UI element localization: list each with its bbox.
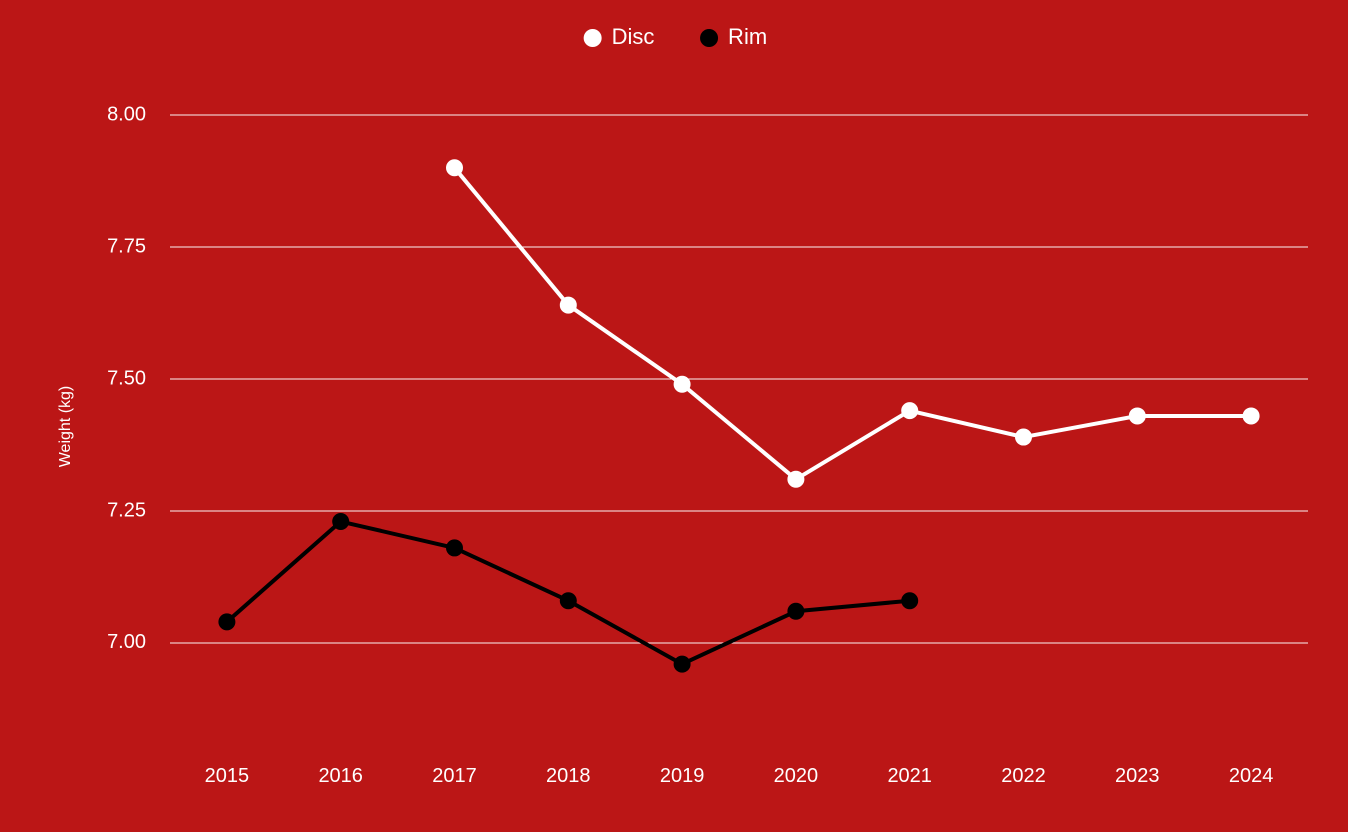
y-axis-label: Weight (kg)	[57, 386, 74, 468]
x-tick-label: 2021	[887, 765, 932, 787]
data-point-rim[interactable]	[788, 603, 804, 619]
data-point-rim[interactable]	[333, 514, 349, 530]
legend-marker-rim	[700, 29, 718, 47]
data-point-disc[interactable]	[788, 471, 804, 487]
data-point-disc[interactable]	[1129, 408, 1145, 424]
data-point-rim[interactable]	[219, 614, 235, 630]
y-tick-label: 7.75	[107, 235, 146, 257]
x-tick-label: 2023	[1115, 765, 1160, 787]
legend-label-rim: Rim	[728, 24, 767, 49]
x-tick-label: 2015	[205, 765, 250, 787]
y-tick-label: 8.00	[107, 103, 146, 125]
data-point-disc[interactable]	[674, 376, 690, 392]
data-point-rim[interactable]	[902, 593, 918, 609]
y-tick-label: 7.25	[107, 499, 146, 521]
data-point-disc[interactable]	[902, 403, 918, 419]
y-tick-label: 7.00	[107, 631, 146, 653]
weight-line-chart: 7.00 7.25 7.50 7.75 8.00 2015 2016 2017 2018 2019…	[0, 0, 1348, 832]
data-point-rim[interactable]	[447, 540, 463, 556]
legend-marker-disc	[584, 29, 602, 47]
x-tick-label: 2020	[774, 765, 819, 787]
x-tick-label: 2024	[1229, 765, 1274, 787]
data-point-disc[interactable]	[447, 160, 463, 176]
data-point-rim[interactable]	[674, 656, 690, 672]
x-tick-label: 2018	[546, 765, 591, 787]
x-tick-label: 2017	[432, 765, 477, 787]
x-tick-label: 2019	[660, 765, 705, 787]
data-point-rim[interactable]	[560, 593, 576, 609]
legend-label-disc: Disc	[612, 24, 655, 49]
data-point-disc[interactable]	[1243, 408, 1259, 424]
y-tick-label: 7.50	[107, 367, 146, 389]
x-tick-label: 2022	[1001, 765, 1046, 787]
x-tick-label: 2016	[318, 765, 363, 787]
data-point-disc[interactable]	[1016, 429, 1032, 445]
data-point-disc[interactable]	[560, 297, 576, 313]
